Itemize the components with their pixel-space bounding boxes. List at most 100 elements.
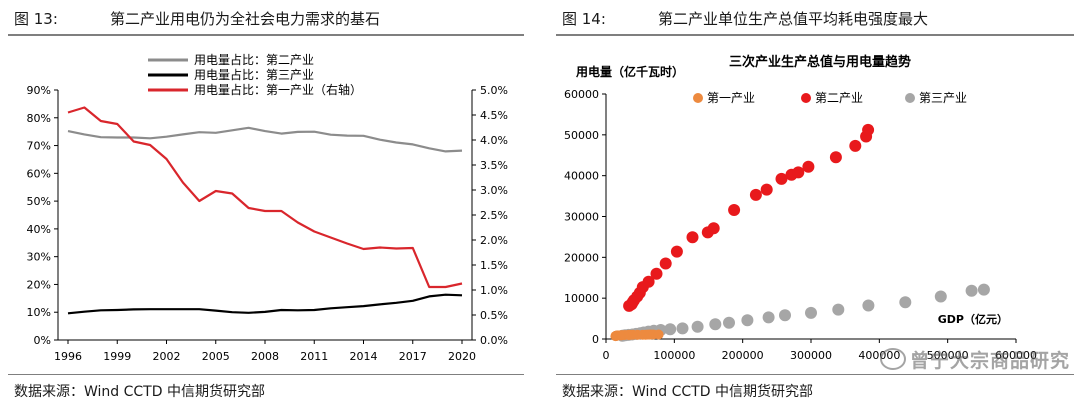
scatter-point-series-3 bbox=[832, 303, 845, 316]
scatter-point-series-3 bbox=[965, 284, 978, 297]
scatter-point-series-3 bbox=[664, 323, 677, 336]
scatter-point-series-2 bbox=[686, 231, 699, 244]
x-tick-label: 2008 bbox=[251, 350, 279, 363]
y-tick-label: 10% bbox=[27, 306, 51, 319]
y-tick-label: 90% bbox=[27, 84, 51, 97]
y-tick-label: 50000 bbox=[564, 129, 599, 142]
scatter-point-series-3 bbox=[723, 316, 735, 329]
y-tick-label: 70% bbox=[27, 140, 51, 153]
scatter-point-series-2 bbox=[775, 172, 788, 185]
x-tick-label: 2002 bbox=[153, 350, 181, 363]
y-tick-label: 40% bbox=[27, 223, 51, 236]
legend-label-1: 用电量占比：第二产业 bbox=[194, 52, 314, 67]
x-tick-label: 2011 bbox=[300, 350, 328, 363]
left-figure-title: 图 13: 第二产业用电仍为全社会电力需求的基石 bbox=[14, 6, 524, 32]
left-figure-caption: 第二产业用电仍为全社会电力需求的基石 bbox=[110, 10, 381, 28]
scatter-point-series-2 bbox=[862, 123, 875, 136]
y-tick-label: 0 bbox=[592, 333, 599, 346]
scatter-point-series-2 bbox=[802, 160, 815, 173]
scatter-point-series-3 bbox=[709, 318, 722, 331]
series-line-2 bbox=[67, 293, 463, 315]
right-figure-panel: 图 14: 第二产业单位生产总值平均耗电强度最大 三次产业生产总值与用电量趋势用电… bbox=[548, 0, 1080, 416]
y2-tick-label: 0.5% bbox=[480, 309, 508, 322]
x-tick-label: 1999 bbox=[103, 350, 131, 363]
x-axis-label: GDP（亿元） bbox=[938, 312, 1008, 326]
scatter-point-series-2 bbox=[792, 166, 805, 179]
scatter-point-series-3 bbox=[779, 309, 791, 322]
scatter-point-series-2 bbox=[707, 222, 720, 235]
scatter-point-series-3 bbox=[805, 306, 817, 319]
watermark: 曾宁大宗商品研究 bbox=[879, 346, 1070, 373]
x-tick-label: 2020 bbox=[448, 350, 476, 363]
line-chart: 0% 10% 20% 30% 40% 50% 60% 70% 80% 90% 0.0% 0.5% 1.0… bbox=[27, 52, 508, 363]
x-tick-label: 200000 bbox=[722, 349, 764, 362]
scatter-point-series-2 bbox=[650, 267, 663, 280]
right-figure-label: 图 14: bbox=[562, 10, 606, 28]
y2-tick-label: 3.5% bbox=[480, 159, 508, 172]
left-title-rule bbox=[8, 34, 524, 36]
scatter-point-series-2 bbox=[829, 151, 842, 164]
scatter-point-series-3 bbox=[977, 283, 990, 296]
scatter-point-series-3 bbox=[899, 296, 912, 309]
x-tick-label: 500000 bbox=[927, 349, 969, 362]
legend-label-1: 第一产业 bbox=[707, 91, 755, 105]
y2-tick-label: 3.0% bbox=[480, 184, 508, 197]
legend-label-3: 第三产业 bbox=[919, 91, 967, 105]
x-tick-label: 2014 bbox=[350, 350, 378, 363]
y2-tick-label: 5.0% bbox=[480, 84, 508, 97]
legend-marker-2 bbox=[801, 93, 811, 103]
y2-tick-label: 2.5% bbox=[480, 209, 508, 222]
y-tick-label: 60% bbox=[27, 167, 51, 180]
y-tick-label: 0% bbox=[34, 334, 51, 347]
x-tick-label: 600000 bbox=[995, 349, 1037, 362]
y-tick-label: 40000 bbox=[564, 170, 599, 183]
right-source-rule bbox=[556, 374, 1074, 375]
x-tick-label: 2005 bbox=[202, 350, 230, 363]
legend-marker-3 bbox=[905, 93, 915, 103]
y-tick-label: 80% bbox=[27, 112, 51, 125]
series-line-1 bbox=[67, 126, 463, 153]
x-tick-label: 1996 bbox=[54, 350, 82, 363]
scatter-point-series-3 bbox=[934, 290, 947, 303]
left-figure-label: 图 13: bbox=[14, 10, 58, 28]
right-figure-caption: 第二产业单位生产总值平均耗电强度最大 bbox=[658, 10, 929, 28]
watermark-text: 曾宁大宗商品研究 bbox=[909, 350, 1070, 372]
scatter-point-series-3 bbox=[762, 311, 775, 324]
y2-tick-label: 4.5% bbox=[480, 109, 508, 122]
x-tick-label: 2017 bbox=[399, 350, 427, 363]
right-figure-title: 图 14: 第二产业单位生产总值平均耗电强度最大 bbox=[562, 6, 1074, 32]
y2-tick-label: 0.0% bbox=[480, 334, 508, 347]
y-tick-label: 20% bbox=[27, 278, 51, 291]
y2-tick-label: 4.0% bbox=[480, 134, 508, 147]
series-line-3 bbox=[67, 106, 463, 289]
y2-tick-label: 2.0% bbox=[480, 234, 508, 247]
y-tick-label: 20000 bbox=[564, 251, 599, 264]
scatter-point-series-2 bbox=[849, 139, 862, 152]
y-tick-label: 60000 bbox=[564, 88, 599, 101]
y-tick-label: 50% bbox=[27, 195, 51, 208]
scatter-point-series-3 bbox=[676, 322, 689, 335]
scatter-point-series-3 bbox=[691, 320, 704, 333]
scatter-point-series-1 bbox=[653, 329, 664, 340]
x-tick-label: 300000 bbox=[790, 349, 832, 362]
chart-title: 三次产业生产总值与用电量趋势 bbox=[729, 54, 911, 70]
y-axis-label: 用电量（亿千瓦时） bbox=[575, 64, 684, 79]
y2-tick-label: 1.0% bbox=[480, 284, 508, 297]
scatter-point-series-2 bbox=[670, 245, 683, 258]
scatter-point-series-2 bbox=[749, 188, 762, 201]
scatter-point-series-2 bbox=[728, 204, 741, 216]
legend-label-2: 用电量占比：第三产业 bbox=[194, 67, 314, 82]
x-tick-label: 100000 bbox=[653, 349, 695, 362]
right-title-rule bbox=[556, 34, 1074, 36]
left-figure-panel: 图 13: 第二产业用电仍为全社会电力需求的基石 0% 10% 20% 30% 40% 50… bbox=[0, 0, 530, 416]
x-tick-label: 0 bbox=[603, 349, 610, 362]
left-source-rule bbox=[8, 374, 524, 375]
left-source-note: 数据来源：Wind CCTD 中信期货研究部 bbox=[14, 384, 265, 400]
y-tick-label: 30% bbox=[27, 251, 51, 264]
legend-label-3: 用电量占比：第一产业（右轴） bbox=[194, 82, 362, 97]
y-tick-label: 30000 bbox=[564, 211, 599, 224]
wechat-icon bbox=[879, 348, 906, 370]
legend-marker-1 bbox=[693, 93, 703, 103]
scatter-point-series-3 bbox=[862, 299, 875, 312]
